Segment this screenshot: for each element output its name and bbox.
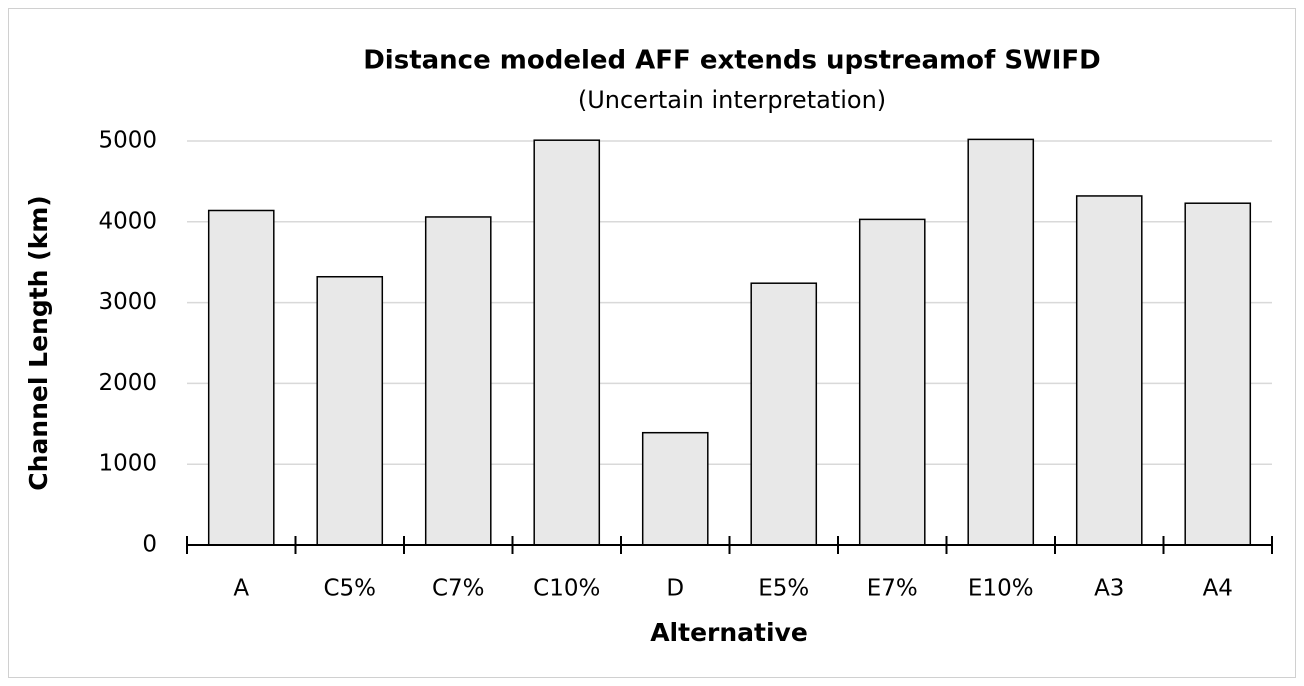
bar bbox=[1184, 202, 1252, 546]
x-tick-label: D bbox=[666, 576, 684, 602]
bar bbox=[1075, 195, 1143, 546]
x-tick-label: A bbox=[233, 576, 249, 602]
bar bbox=[641, 431, 709, 546]
y-tick-label: 5000 bbox=[98, 128, 157, 154]
chart-subtitle: (Uncertain interpretation) bbox=[578, 86, 886, 114]
bar bbox=[967, 138, 1035, 546]
y-tick-label: 2000 bbox=[98, 370, 157, 396]
y-tick-label: 1000 bbox=[98, 451, 157, 477]
x-axis-label: Alternative bbox=[650, 618, 808, 647]
bar bbox=[533, 139, 601, 546]
x-tick-label: E10% bbox=[968, 576, 1034, 602]
x-tick-label: E7% bbox=[867, 576, 918, 602]
y-tick-label: 4000 bbox=[98, 208, 157, 234]
bar bbox=[207, 209, 275, 546]
bar bbox=[750, 282, 818, 546]
x-tick-label: C5% bbox=[323, 576, 376, 602]
chart-title: Distance modeled AFF extends upstreamof … bbox=[363, 46, 1101, 76]
bar bbox=[424, 216, 492, 546]
x-tick-label: A4 bbox=[1203, 576, 1233, 602]
bar bbox=[316, 275, 384, 546]
x-tick-label: A3 bbox=[1094, 576, 1124, 602]
x-tick-label: C10% bbox=[533, 576, 600, 602]
y-tick-label: 0 bbox=[142, 532, 157, 558]
y-axis-label: Channel Length (km) bbox=[24, 195, 53, 490]
bar bbox=[858, 218, 926, 546]
x-tick-label: E5% bbox=[758, 576, 809, 602]
y-tick-label: 3000 bbox=[98, 289, 157, 315]
x-tick-label: C7% bbox=[432, 576, 485, 602]
